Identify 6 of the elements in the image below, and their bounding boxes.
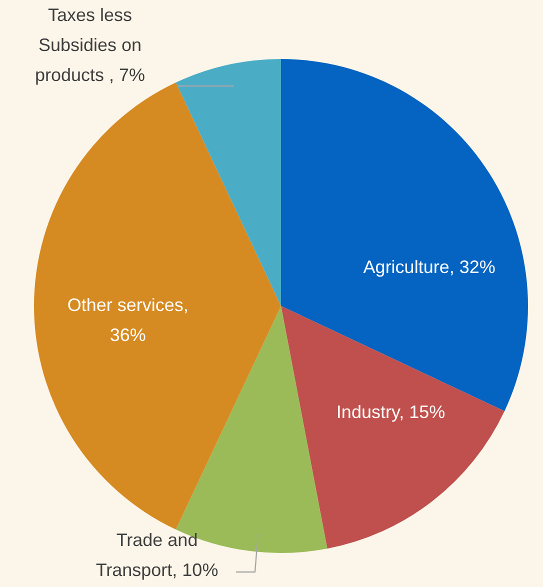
slice-label: Taxes less Subsidies on products , 7%	[34, 5, 146, 85]
pie-slice	[281, 306, 504, 549]
slice-label: Trade and Transport, 10%	[96, 530, 218, 580]
slice-label: Other services, 36%	[67, 295, 188, 345]
slice-label: Industry, 15%	[336, 402, 446, 422]
slice-label: Agriculture, 32%	[363, 256, 496, 277]
